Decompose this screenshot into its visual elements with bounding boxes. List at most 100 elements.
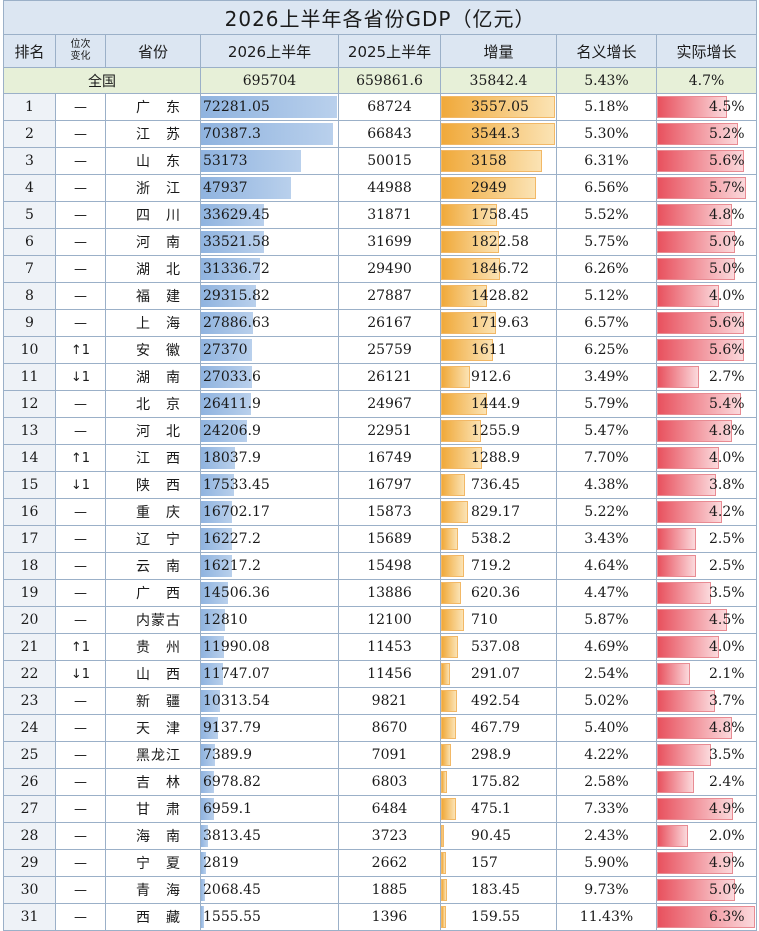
real-growth-cell: 4.0% [655,444,758,472]
increase-value: 1846.72 [471,261,529,277]
gdp-2026-value: 9137.79 [203,720,261,736]
province-cell: 浙江 [105,174,201,202]
province-char: 东 [166,100,180,116]
change-cell: ↓1 [55,471,106,499]
real-growth-cell: 2.4% [655,768,758,796]
real-growth-bar [657,312,745,334]
gdp-2026-bar [201,501,233,523]
real-growth-bar [657,393,741,415]
gdp-2026-cell: 53173 [200,147,339,175]
real-growth-cell: 3.7% [655,687,758,715]
table-row: 18— 云南 16217.2 15498 719.2 4.64% 2.5% [3,552,758,580]
increase-value: 90.45 [471,828,512,844]
change-cell: — [55,147,106,175]
increase-cell: 3158 [440,147,557,175]
increase-cell: 467.79 [440,714,557,742]
province-char: 藏 [166,910,180,926]
real-growth-bar [657,528,696,550]
real-growth-value: 3.5% [709,747,745,763]
province-cell: 江苏 [105,120,201,148]
real-growth-cell: 5.0% [655,255,758,283]
gdp-2025-cell: 31699 [338,228,441,256]
gdp-2025-cell: 15689 [338,525,441,553]
increase-bar [441,771,447,793]
change-cell: — [55,795,106,823]
change-cell: ↑1 [55,633,106,661]
real-growth-value: 3.8% [709,477,745,493]
province-char: 林 [166,775,180,791]
gdp-2025-cell: 6803 [338,768,441,796]
gdp-2026-bar [201,717,219,739]
real-growth-bar [657,285,720,307]
increase-bar [441,798,457,820]
change-cell: ↑1 [55,444,106,472]
province-char: 西 [166,478,180,494]
real-growth-cell: 2.7% [655,363,758,391]
increase-value: 291.07 [471,666,520,682]
nominal-growth-cell: 9.73% [556,876,657,904]
increase-bar [441,285,487,307]
increase-cell: 2949 [440,174,557,202]
change-cell: — [55,228,106,256]
province-name: 内蒙古 [107,610,200,630]
table-row: 3— 山东 53173 50015 3158 6.31% 5.6% [3,147,758,175]
header-row: 排名 位次 变化 省份 2026上半年 2025上半年 增量 名义增长 实际增长 [3,34,758,68]
real-growth-bar [657,744,712,766]
increase-bar [441,420,482,442]
province-name: 北京 [107,394,200,414]
real-growth-value: 5.0% [709,234,745,250]
real-growth-value: 4.8% [709,207,745,223]
real-growth-cell: 5.0% [655,228,758,256]
gdp-2026-cell: 16217.2 [200,552,339,580]
province-char: 北 [166,424,180,440]
province-char: 内 [136,613,150,629]
province-char: 西 [166,451,180,467]
province-name: 吉林 [107,772,200,792]
gdp-2025-cell: 22951 [338,417,441,445]
increase-bar [441,339,493,361]
gdp-2025-cell: 29490 [338,255,441,283]
gdp-2026-cell: 6959.1 [200,795,339,823]
increase-cell: 90.45 [440,822,557,850]
increase-cell: 183.45 [440,876,557,904]
increase-value: 1611 [471,342,507,358]
province-name: 湖南 [107,367,200,387]
rank-cell: 8 [3,282,56,310]
rank-cell: 26 [3,768,56,796]
table-row: 21 ↑1 贵州 11990.08 11453 537.08 4.69% 4.0% [3,633,758,661]
real-growth-value: 2.7% [709,369,745,385]
change-cell: — [55,606,106,634]
gdp-2026-bar [201,447,235,469]
increase-value: 3158 [471,153,507,169]
gdp-2026-value: 11990.08 [203,639,270,655]
real-growth-value: 4.2% [709,504,745,520]
province-char: 江 [166,181,180,197]
increase-bar [441,150,543,172]
gdp-2026-value: 27033.6 [203,369,261,385]
province-char: 疆 [166,694,180,710]
province-char: 徽 [166,343,180,359]
table-row: 12— 北京 26411.9 24967 1444.9 5.79% 5.4% [3,390,758,418]
province-char: 辽 [136,532,150,548]
real-growth-value: 5.0% [709,261,745,277]
gdp-2026-bar [201,123,334,145]
gdp-2026-value: 10313.54 [203,693,270,709]
gdp-2026-cell: 33521.58 [200,228,339,256]
gdp-2025-cell: 66843 [338,120,441,148]
change-cell: — [55,174,106,202]
real-growth-bar [657,555,696,577]
real-growth-cell: 2.5% [655,525,758,553]
nominal-growth-cell: 5.79% [556,390,657,418]
nominal-growth-cell: 5.47% [556,417,657,445]
gdp-2025-cell: 44988 [338,174,441,202]
rank-cell: 21 [3,633,56,661]
province-char: 四 [136,208,150,224]
province-char: 黑 [136,748,150,764]
real-growth-bar [657,420,732,442]
national-row: 全国 695704 659861.6 35842.4 5.43% 4.7% [3,67,758,94]
real-growth-value: 2.4% [709,774,745,790]
increase-cell: 1255.9 [440,417,557,445]
increase-bar [441,879,447,901]
real-growth-value: 4.0% [709,639,745,655]
